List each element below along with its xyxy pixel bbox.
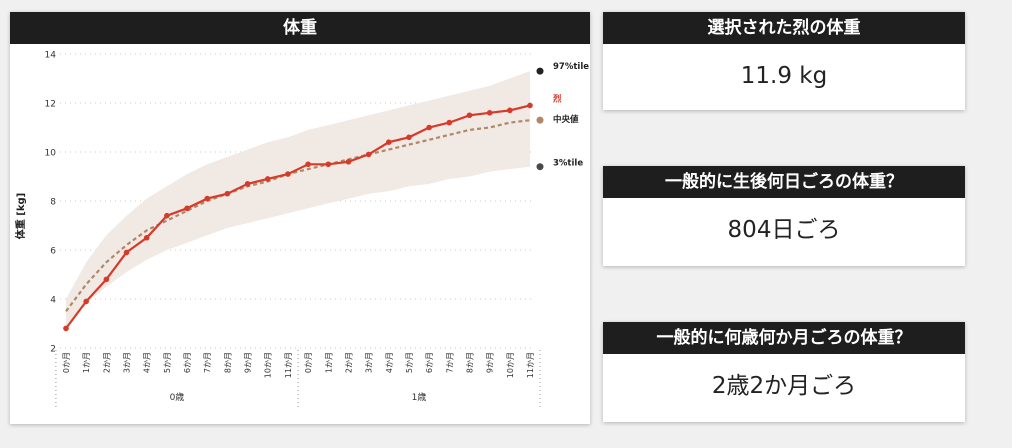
- x-tick-label: 4か月: [385, 352, 394, 373]
- x-tick-label: 1か月: [82, 352, 91, 373]
- x-tick-label: 11か月: [284, 352, 293, 378]
- weight-point: [365, 151, 372, 158]
- selected-series-label: 烈: [553, 93, 562, 104]
- x-tick-label: 2か月: [102, 352, 111, 373]
- typical-age-value: 2歳2か月ごろ: [711, 373, 857, 399]
- weight-point: [345, 159, 352, 165]
- x-tick-label: 3か月: [123, 352, 132, 373]
- y-tick-label: 2: [50, 345, 56, 355]
- weight-point: [305, 161, 311, 168]
- weight-point: [63, 325, 69, 332]
- typical-days-title: 一般的に生後何日ごろの体重？: [603, 166, 965, 198]
- x-tick-label: 7か月: [203, 352, 212, 373]
- y-tick-label: 12: [45, 100, 56, 110]
- weight-point: [486, 110, 493, 116]
- x-tick-label: 2か月: [344, 352, 353, 373]
- weight-point: [224, 190, 231, 197]
- x-tick-label: 0か月: [62, 352, 71, 373]
- x-tick-label: 3か月: [365, 352, 374, 373]
- weight-point: [143, 234, 150, 241]
- selected-weight-card: 選択された烈の体重 11.9 kg: [603, 12, 965, 110]
- percentile-band: [66, 71, 530, 326]
- weight-point: [466, 112, 473, 119]
- p97-marker: [536, 67, 544, 75]
- x-tick-label: 6か月: [183, 352, 192, 373]
- typical-days-value: 804日ごろ: [727, 217, 841, 243]
- p3-label: 3%tile: [553, 159, 583, 169]
- weight-point: [184, 205, 190, 212]
- weight-point: [527, 102, 533, 109]
- age-group-label: 0歳: [170, 391, 185, 403]
- x-tick-label: 6か月: [425, 352, 434, 373]
- weight-chart-panel: 体重 体重 [kg] 2 4 6 8 10 12 14 0か月 1か月 2か月 3か月 4か月 5か月…: [10, 12, 590, 424]
- weight-point: [426, 124, 432, 131]
- median-marker: [536, 116, 544, 124]
- x-tick-label: 4か月: [143, 352, 152, 373]
- weight-chart: 体重 [kg] 2 4 6 8 10 12 14 0か月 1か月 2か月 3か月 4か月 5か月 6か月…: [14, 51, 589, 409]
- weight-point: [446, 119, 453, 126]
- y-tick-label: 6: [50, 247, 56, 257]
- y-tick-label: 8: [50, 198, 56, 208]
- y-tick-label: 14: [45, 51, 57, 61]
- p3-marker: [536, 163, 544, 171]
- weight-point: [507, 107, 513, 114]
- weight-point: [406, 134, 412, 141]
- y-tick-label: 10: [45, 149, 57, 159]
- weight-point: [204, 195, 211, 202]
- x-tick-label: 8か月: [223, 352, 232, 373]
- weight-point: [285, 171, 291, 177]
- median-line: [65, 119, 531, 312]
- age-group-label: 1歳: [412, 391, 427, 403]
- x-tick-label: 9か月: [486, 352, 495, 373]
- weight-point: [244, 181, 251, 187]
- selected-weight-value: 11.9 kg: [740, 63, 828, 89]
- typical-age-card: 一般的に何歳何か月ごろの体重？ 2歳2か月ごろ: [603, 322, 965, 422]
- x-tick-label: 7か月: [445, 352, 454, 373]
- chart-title: 体重: [10, 12, 590, 44]
- y-axis-label: 体重 [kg]: [14, 193, 27, 239]
- x-tick-label: 5か月: [405, 352, 414, 373]
- x-tick-label: 5か月: [163, 352, 172, 373]
- p97-label: 97%tile: [553, 62, 589, 72]
- x-tick-label: 0か月: [304, 352, 313, 373]
- selected-weight-title: 選択された烈の体重: [603, 12, 965, 44]
- typical-days-card: 一般的に生後何日ごろの体重？ 804日ごろ: [603, 166, 965, 266]
- weight-point: [325, 161, 332, 168]
- weight-point: [103, 276, 110, 283]
- weight-line: [65, 104, 531, 330]
- x-tick-label: 8か月: [466, 352, 475, 373]
- typical-age-title: 一般的に何歳何か月ごろの体重？: [603, 322, 965, 354]
- x-tick-label: 9か月: [244, 352, 253, 373]
- weight-point: [83, 298, 89, 305]
- x-tick-label: 11か月: [526, 352, 535, 378]
- weight-point: [164, 212, 170, 219]
- x-tick-label: 10か月: [264, 352, 273, 378]
- weight-point: [123, 249, 130, 256]
- y-tick-label: 4: [50, 296, 56, 306]
- x-tick-label: 10か月: [506, 352, 515, 378]
- median-label: 中央値: [553, 114, 579, 125]
- x-tick-label: 1か月: [324, 352, 333, 373]
- weight-point: [385, 139, 392, 145]
- weight-point: [264, 176, 271, 182]
